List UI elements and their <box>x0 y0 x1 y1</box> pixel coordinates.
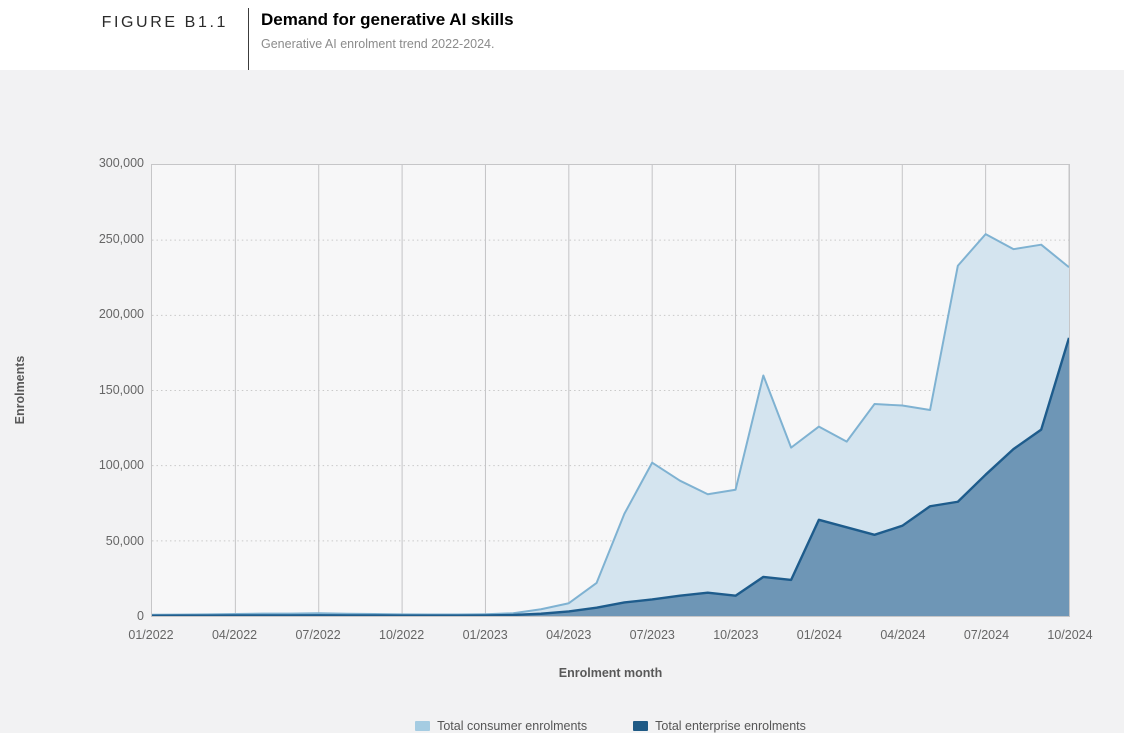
x-tick-label: 04/2024 <box>880 628 926 642</box>
legend: Total consumer enrolments Total enterpris… <box>151 719 1070 733</box>
figure-label: FIGURE B1.1 <box>101 14 228 31</box>
consumer-legend-swatch-icon <box>415 721 431 731</box>
x-tick-label: 10/2024 <box>1047 628 1093 642</box>
x-tick-label: 07/2024 <box>963 628 1010 642</box>
enterprise-area <box>152 337 1069 616</box>
x-tick-label: 01/2022 <box>128 628 174 642</box>
x-tick-label: 01/2024 <box>796 628 842 642</box>
legend-item-label: Total enterprise enrolments <box>655 719 806 733</box>
legend-item-label: Total consumer enrolments <box>437 719 588 733</box>
figure-header: FIGURE B1.1 Demand for generative AI ski… <box>0 0 1124 70</box>
enterprise-line <box>152 337 1069 616</box>
x-tick-label: 04/2022 <box>211 628 258 642</box>
x-tick-label: 10/2023 <box>713 628 759 642</box>
legend-item: Total enterprise enrolments <box>633 719 806 733</box>
y-tick-label: 300,000 <box>98 156 144 170</box>
chart-section: Enrolments 0 50,000 100,000 150,000 200,000 2… <box>0 70 1124 733</box>
x-tick-label: 10/2022 <box>379 628 425 642</box>
figure-subtitle: Generative AI enrolment trend 2022-2024. <box>261 37 495 51</box>
y-tick-label: 50,000 <box>105 533 144 548</box>
consumer-area <box>152 234 1069 616</box>
x-tick-label: 07/2022 <box>295 628 341 642</box>
x-axis-title: Enrolment month <box>558 666 663 680</box>
legend-item: Total consumer enrolments <box>415 719 587 733</box>
y-tick-label: 150,000 <box>98 382 144 397</box>
x-tick-label: 04/2023 <box>546 628 592 642</box>
figure-title: Demand for generative AI skills <box>261 10 514 29</box>
area-chart <box>152 165 1069 616</box>
x-tick-label: 07/2023 <box>629 628 675 642</box>
x-tick-label: 01/2023 <box>462 628 508 642</box>
header-divider <box>248 8 249 70</box>
y-tick-label: 100,000 <box>98 458 144 472</box>
y-tick-label: 250,000 <box>98 231 144 246</box>
y-tick-label: 200,000 <box>98 307 144 321</box>
consumer-line <box>152 233 1069 616</box>
plot-area <box>151 164 1070 617</box>
enterprise-legend-swatch-icon <box>633 721 649 731</box>
y-tick-label: 0 <box>137 609 144 623</box>
